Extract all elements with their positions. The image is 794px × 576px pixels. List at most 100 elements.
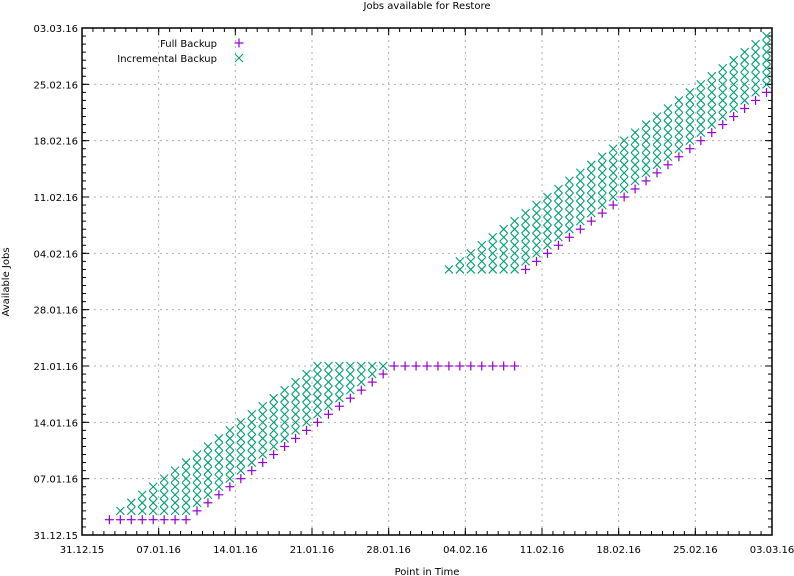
cross-marker [696,120,706,129]
cross-marker [302,401,311,411]
cross-marker [291,425,300,435]
cross-marker [586,200,596,210]
cross-marker [586,208,596,218]
plus-marker [181,515,191,525]
cross-marker [762,55,771,65]
cross-marker [762,47,771,57]
cross-marker [674,104,684,113]
cross-marker [258,401,268,411]
x-tick-label: 31.12.15 [60,545,105,556]
cross-marker [280,409,290,419]
plus-marker [652,168,662,178]
cross-marker [762,31,771,41]
cross-marker [477,256,487,266]
cross-marker [543,216,552,226]
cross-marker [225,474,235,484]
cross-marker [324,385,333,395]
cross-marker [532,232,541,242]
cross-marker [258,450,268,459]
cross-marker [269,434,279,443]
cross-marker [214,450,224,459]
cross-marker [247,434,257,443]
cross-marker [181,482,191,492]
plus-marker [477,361,487,371]
cross-marker [532,240,541,250]
cross-marker [510,216,520,226]
plus-marker [389,361,399,371]
cross-marker [554,200,563,210]
plus-marker [302,425,312,435]
cross-marker [510,248,520,258]
y-tick-label: 04.02.16 [33,249,78,260]
cross-marker [718,112,728,121]
cross-marker [532,200,541,210]
cross-marker [586,184,596,194]
x-tick-label: 28.01.16 [366,545,411,556]
plus-marker [740,103,750,113]
cross-marker [181,466,191,476]
cross-marker [729,71,739,81]
cross-marker [685,112,695,121]
cross-marker [192,490,202,500]
cross-marker [729,96,739,105]
cross-marker [608,192,618,202]
cross-marker [148,506,158,516]
cross-marker [597,152,607,162]
cross-marker [345,377,355,387]
cross-marker [181,498,191,508]
cross-marker [203,442,213,451]
cross-marker [543,232,552,242]
cross-marker [586,176,596,186]
cross-marker [488,232,498,242]
cross-marker [324,361,333,371]
cross-marker [159,490,169,500]
cross-marker [115,506,125,516]
cross-marker [630,160,640,170]
cross-marker [718,71,728,81]
cross-marker [181,490,191,500]
plus-marker [696,136,706,146]
y-tick-label: 31.12.15 [33,531,78,542]
cross-marker [663,104,673,113]
cross-marker [575,176,585,186]
cross-marker [499,232,509,242]
cross-marker [510,240,520,250]
cross-marker [597,200,607,210]
cross-marker [762,71,771,81]
cross-marker [707,87,717,97]
cross-marker [324,393,333,403]
cross-marker [652,128,662,138]
legend-plus-icon [234,38,244,48]
cross-marker [718,104,728,113]
cross-marker [674,112,684,121]
cross-marker [269,409,279,419]
cross-marker [619,176,629,186]
cross-marker [521,232,530,242]
cross-marker [280,385,290,395]
cross-marker [181,506,191,516]
cross-marker [543,208,552,218]
cross-marker [269,417,279,427]
cross-marker [630,176,640,186]
cross-marker [641,120,651,129]
y-axis-label: Available Jobs [1,247,12,316]
cross-marker [313,369,322,379]
plus-marker [510,361,520,371]
plus-marker [663,160,673,170]
cross-marker [696,112,706,121]
cross-marker [510,232,520,242]
cross-marker [356,369,366,379]
cross-marker [597,160,607,170]
x-tick-label: 11.02.16 [520,545,565,556]
plus-marker [630,184,640,194]
cross-marker [586,192,596,202]
plus-marker [422,361,432,371]
cross-marker [214,434,224,443]
cross-marker [269,442,279,451]
legend-full-label: Full Backup [160,39,217,50]
cross-marker [225,425,235,435]
x-axis-label: Point in Time [395,567,460,576]
cross-marker [729,104,739,113]
cross-marker [597,192,607,202]
legend-incremental-label: Incremental Backup [117,54,217,65]
